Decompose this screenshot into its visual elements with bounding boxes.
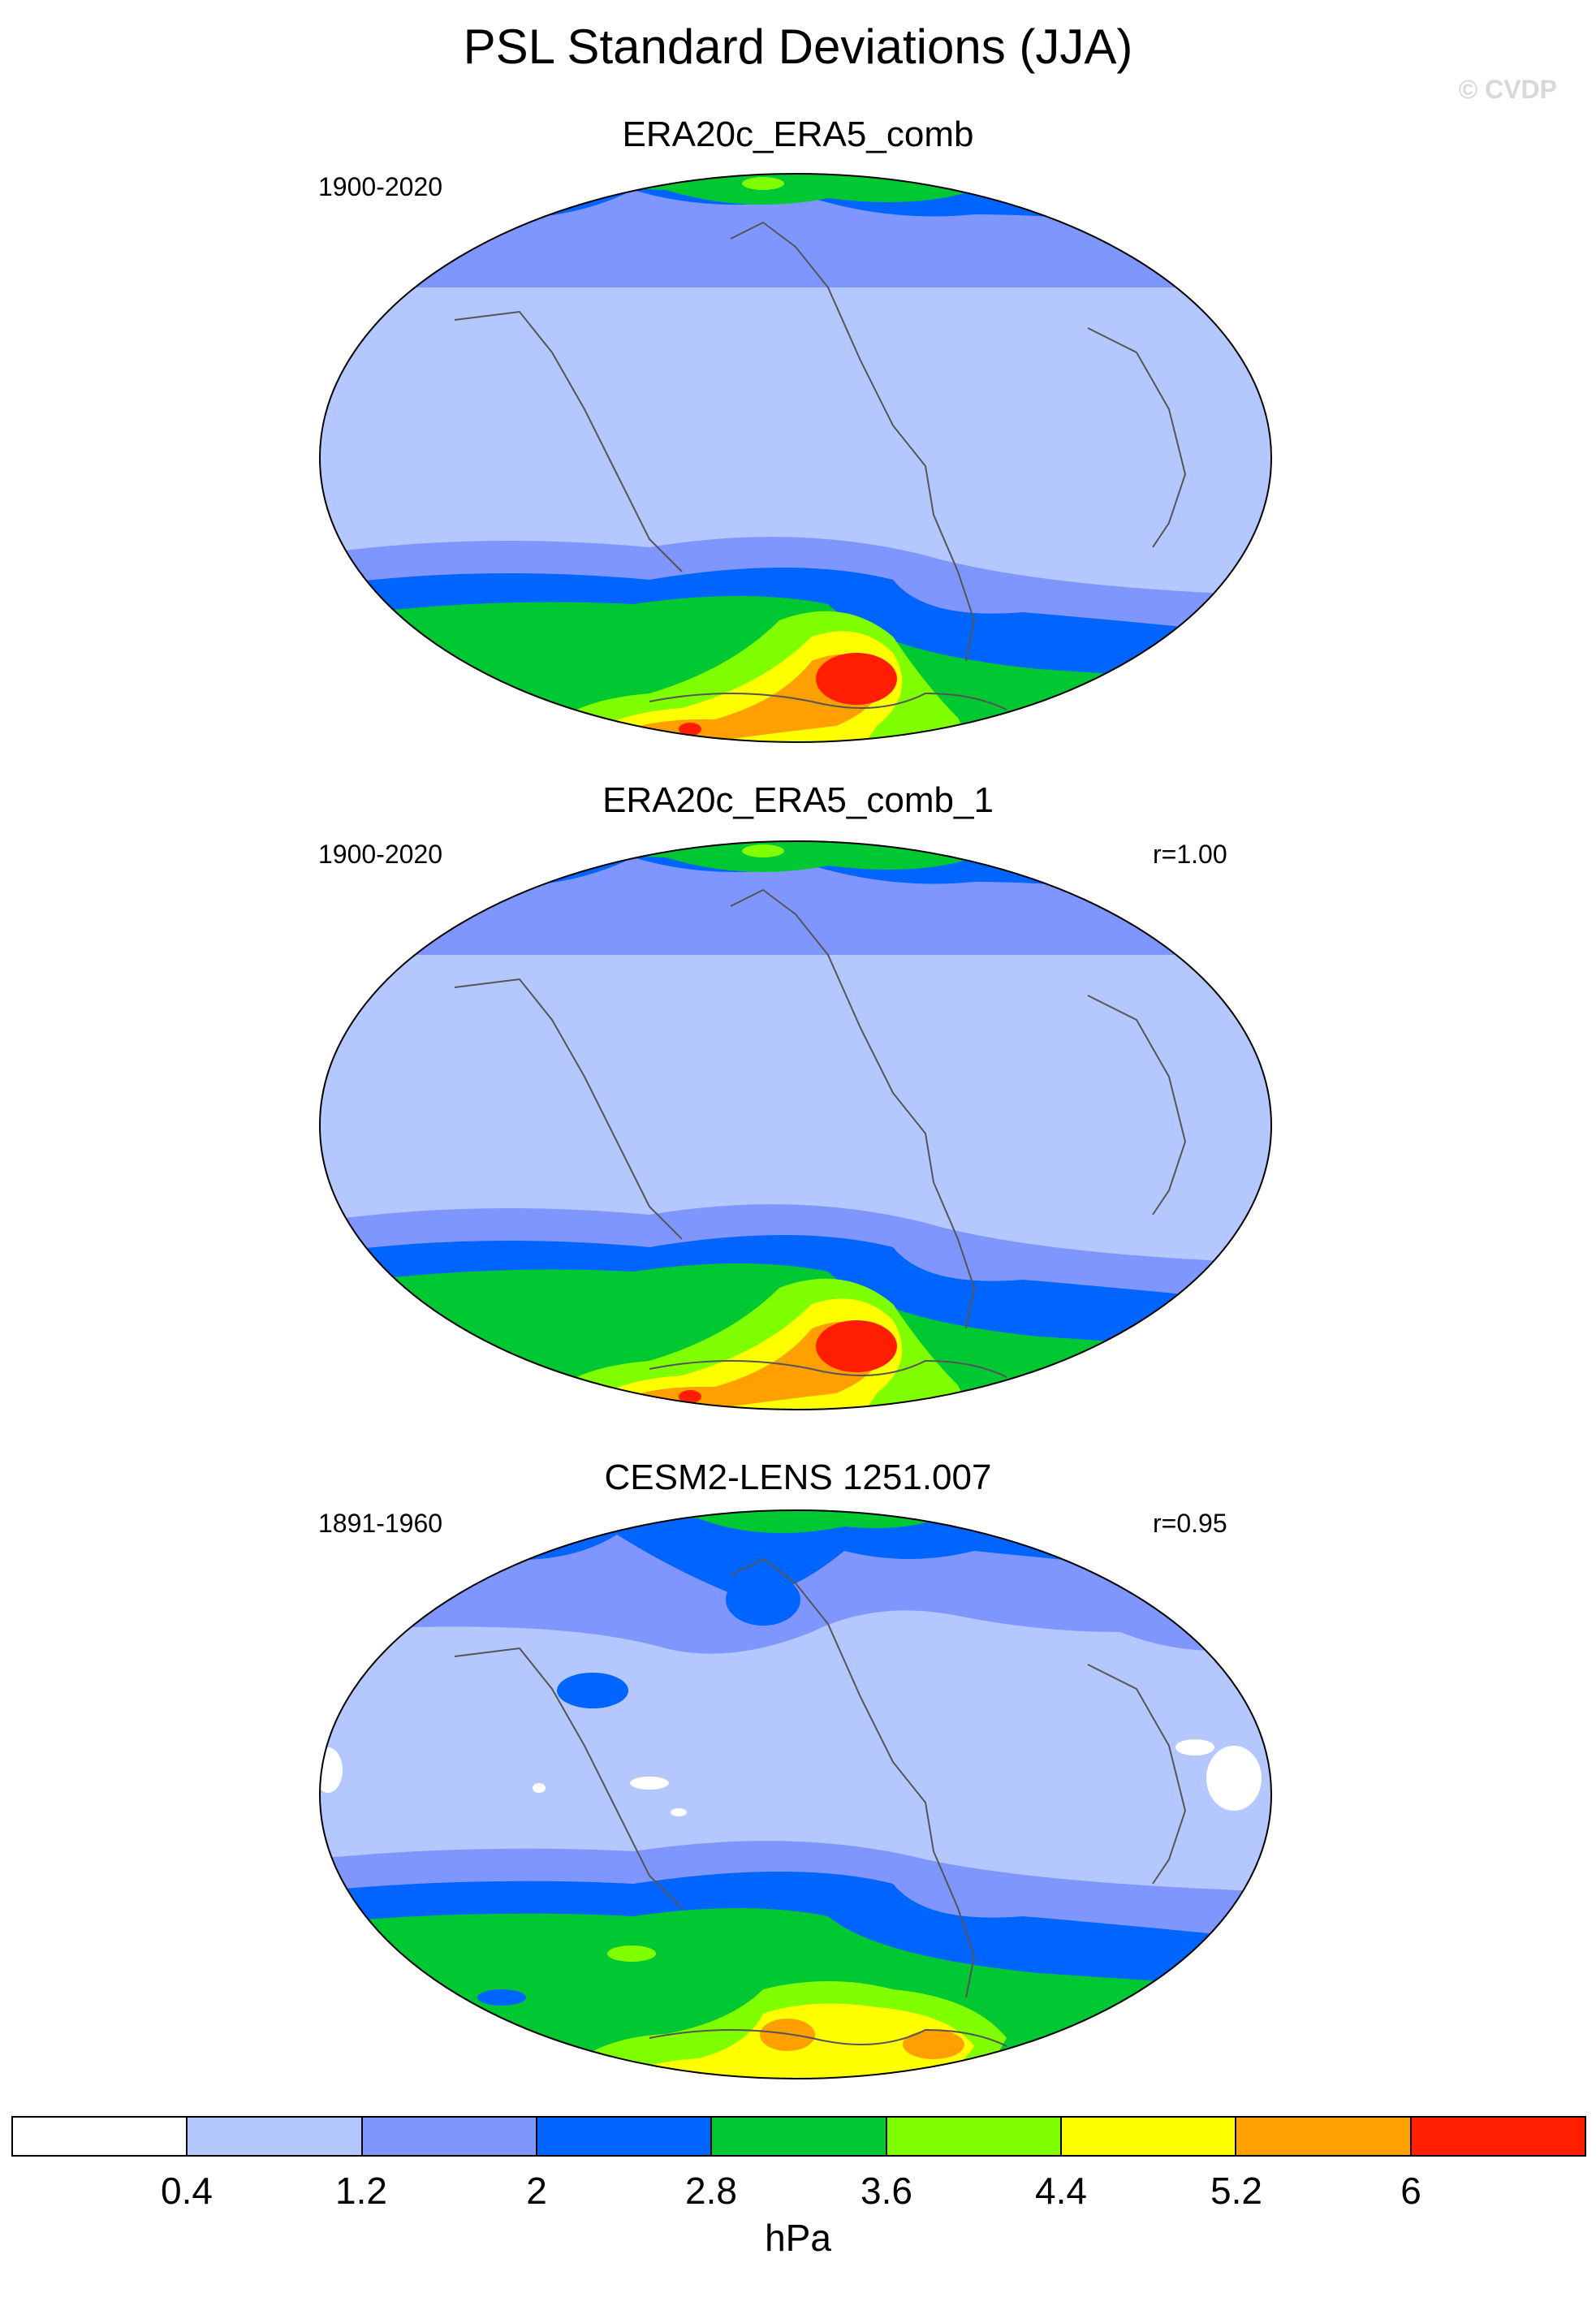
figure-title: PSL Standard Deviations (JJA) — [463, 19, 1133, 74]
colorbar-tick-label: 2 — [526, 2170, 547, 2212]
colorbar-segment-8 — [1236, 2118, 1412, 2155]
panel-3-period: 1891-1960 — [318, 1509, 443, 1538]
colorbar-tick-label: 6 — [1400, 2170, 1421, 2212]
colorbar-segment-7 — [1061, 2118, 1237, 2155]
panel-1-map — [319, 173, 1272, 743]
cvdp-watermark: © CVDP — [1458, 75, 1557, 104]
colorbar-tick-label: 3.6 — [861, 2170, 912, 2212]
panel-1-title: ERA20c_ERA5_comb — [622, 114, 974, 154]
panel-2-map — [319, 840, 1272, 1410]
panel-2-period: 1900-2020 — [318, 840, 443, 869]
colorbar-segment-5 — [712, 2118, 887, 2155]
panel-3-title: CESM2-LENS 1251.007 — [604, 1457, 992, 1497]
colorbar-tick-label: 5.2 — [1210, 2170, 1262, 2212]
colorbar — [11, 2116, 1586, 2157]
panel-2-title: ERA20c_ERA5_comb_1 — [602, 780, 994, 820]
panel-1-period: 1900-2020 — [318, 172, 443, 201]
panel-2-correlation: r=1.00 — [1153, 840, 1227, 869]
colorbar-segment-1 — [13, 2118, 188, 2155]
panel-3-correlation: r=0.95 — [1153, 1509, 1227, 1538]
colorbar-tick-label: 0.4 — [161, 2170, 213, 2212]
colorbar-segment-4 — [537, 2118, 713, 2155]
colorbar-tick-label: 4.4 — [1035, 2170, 1087, 2212]
panel-3-map — [319, 1509, 1272, 2079]
colorbar-tick-label: 2.8 — [685, 2170, 737, 2212]
colorbar-segment-9 — [1411, 2118, 1585, 2155]
colorbar-unit-label: hPa — [765, 2217, 831, 2259]
colorbar-segment-6 — [886, 2118, 1062, 2155]
colorbar-tick-label: 1.2 — [335, 2170, 387, 2212]
colorbar-segment-2 — [188, 2118, 363, 2155]
colorbar-segment-3 — [362, 2118, 537, 2155]
